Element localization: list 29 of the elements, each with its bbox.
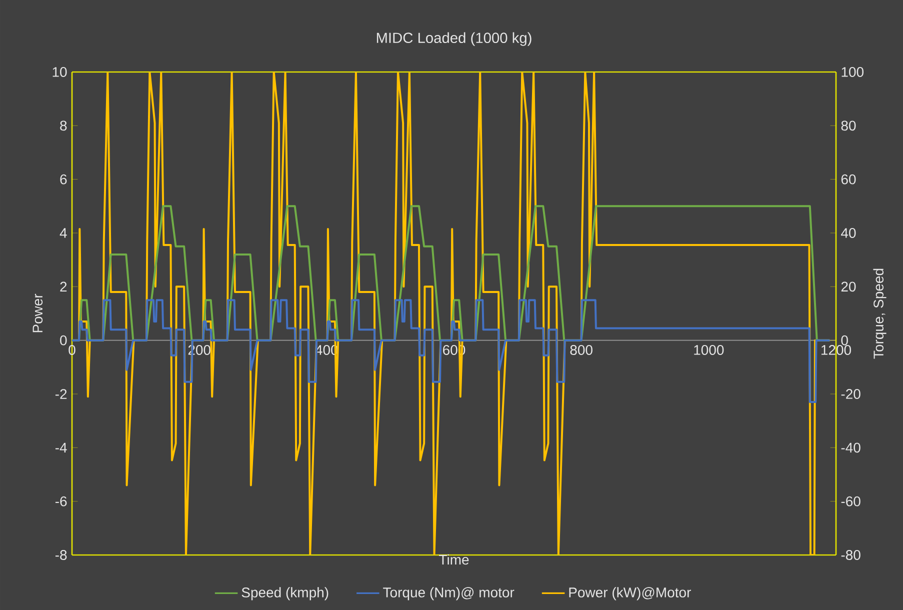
x-tick-label: 1000 [694,345,724,355]
y2-tick-label: 40 [841,228,856,238]
y2-tick-label: -80 [841,550,860,560]
chart-title: MIDC Loaded (1000 kg) [376,32,532,46]
y-tick-label: 10 [52,67,67,77]
x-axis-title: Time [439,554,469,565]
y2-tick-label: -60 [841,496,860,506]
y-tick-label: 8 [60,120,67,131]
y2-tick-label: 60 [841,174,856,184]
y-tick-label: -6 [55,496,67,506]
y2-tick-label: 0 [841,335,848,346]
y-tick-label: 0 [60,335,67,346]
y2-tick-label: 100 [842,67,864,77]
y-tick-label: 4 [60,228,67,238]
y-tick-label: 6 [60,174,67,184]
legend-label: Torque (Nm)@ motor [383,587,514,600]
y2-axis-title: Torque, Speed [873,268,886,359]
y-tick-label: -2 [55,389,67,399]
y2-tick-label: 20 [841,282,856,292]
y-tick-label: 2 [60,282,67,292]
y-tick-label: -4 [55,442,67,452]
y2-tick-label: 80 [841,120,856,131]
legend-label: Speed (kmph) [242,587,328,600]
legend-label: Power (kW)@Motor [569,587,691,600]
y-axis-title: Power [32,294,43,332]
y2-tick-label: -20 [841,389,860,399]
y-tick-label: -8 [55,550,67,560]
y2-tick-label: -40 [841,442,860,453]
x-tick-label: 800 [570,345,592,355]
